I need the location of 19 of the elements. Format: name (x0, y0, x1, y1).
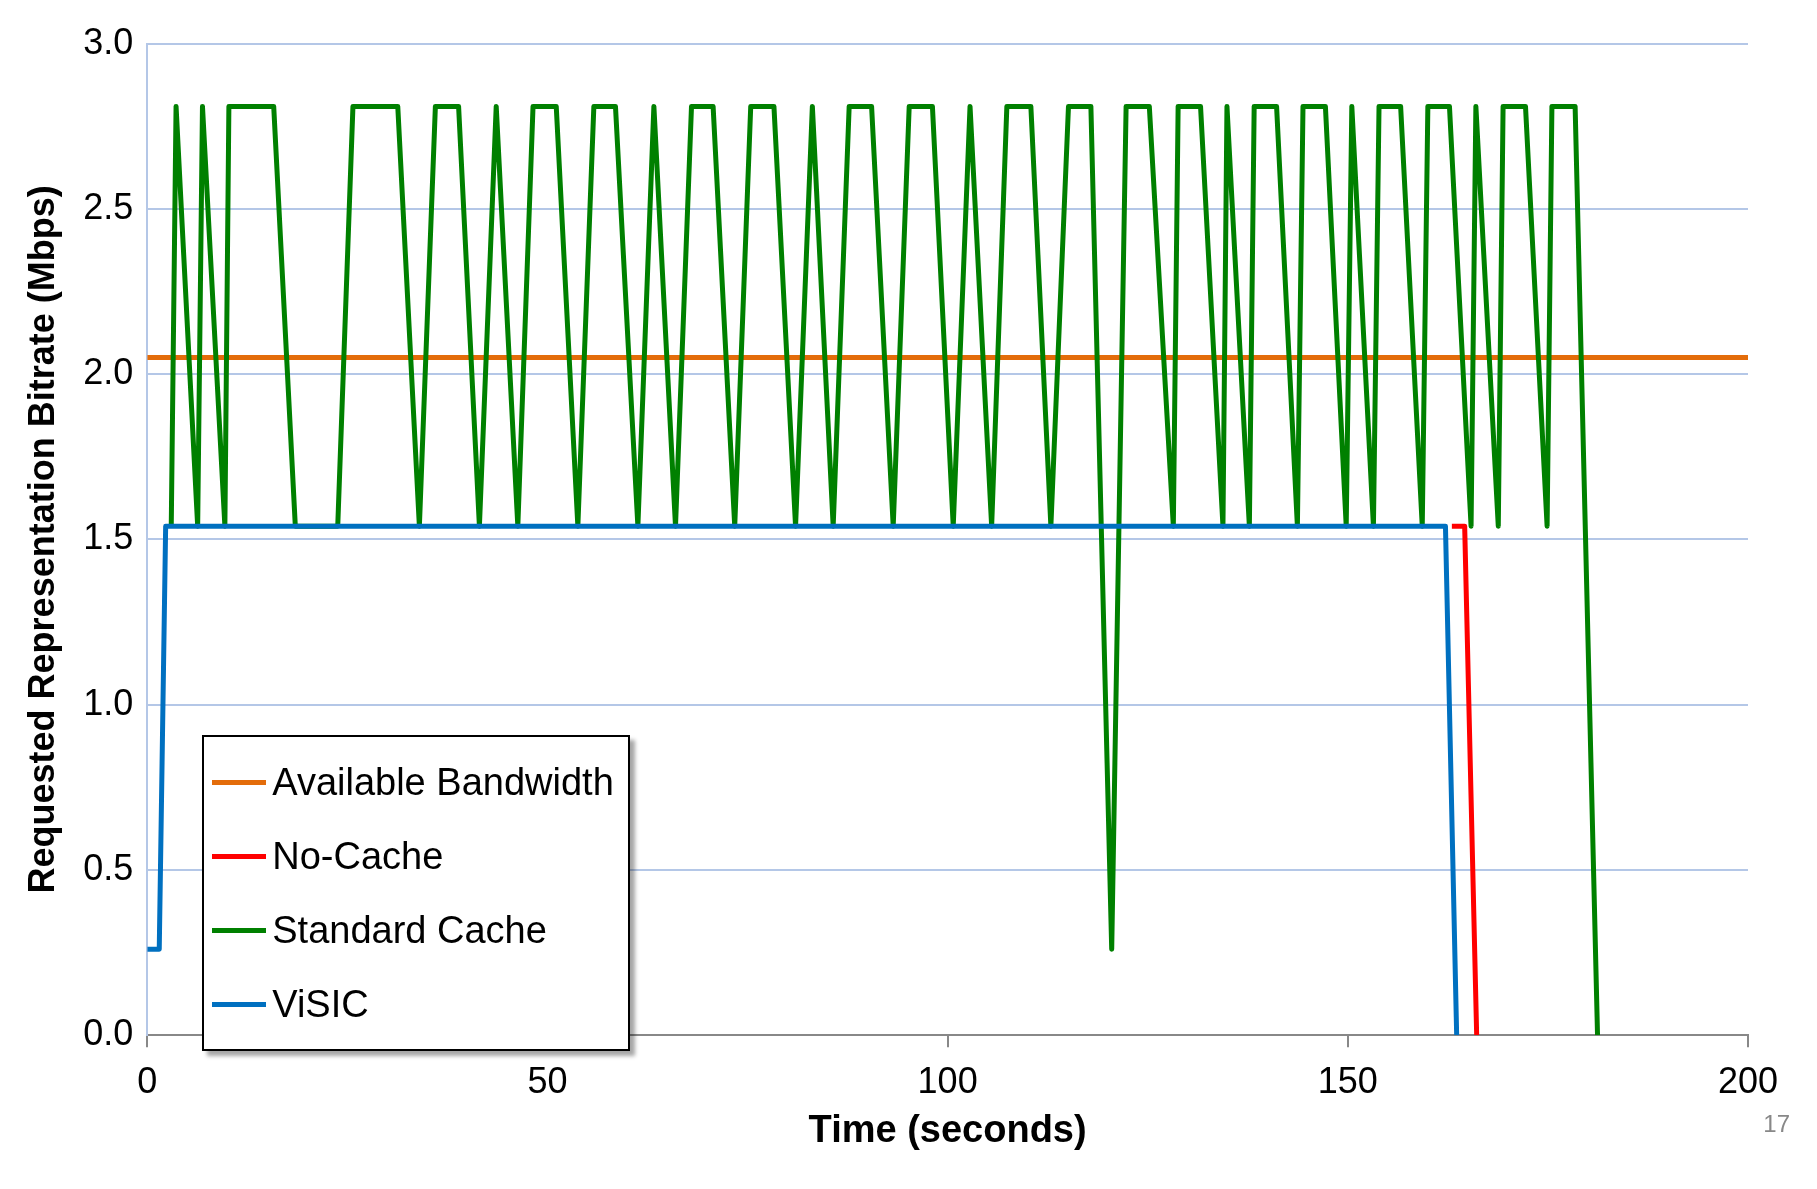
x-axis-title: Time (seconds) (808, 1107, 1087, 1150)
legend-label: No-Cache (272, 834, 444, 878)
y-tick-label: 0.0 (83, 1012, 134, 1054)
legend-label: Standard Cache (272, 908, 547, 952)
x-tick-label: 100 (917, 1059, 978, 1101)
text: 17 (1763, 1110, 1790, 1138)
x-tick-label: 50 (527, 1059, 568, 1101)
y-tick-label: 1.0 (83, 681, 134, 723)
y-tick-label: 3.0 (83, 20, 134, 62)
x-tick-label: 200 (1717, 1059, 1779, 1101)
y-tick-label: 2.5 (83, 185, 134, 227)
x-tick-label: 0 (137, 1059, 158, 1101)
x-tick-label: 150 (1317, 1059, 1378, 1101)
legend-label: ViSIC (272, 982, 369, 1026)
y-tick-label: 1.5 (83, 516, 134, 558)
legend-label: Available Bandwidth (272, 760, 614, 804)
y-tick-label: 0.5 (83, 846, 134, 888)
y-axis-title: Requested Representation Bitrate (Mbps) (20, 185, 62, 894)
y-tick-label: 2.0 (83, 351, 134, 393)
